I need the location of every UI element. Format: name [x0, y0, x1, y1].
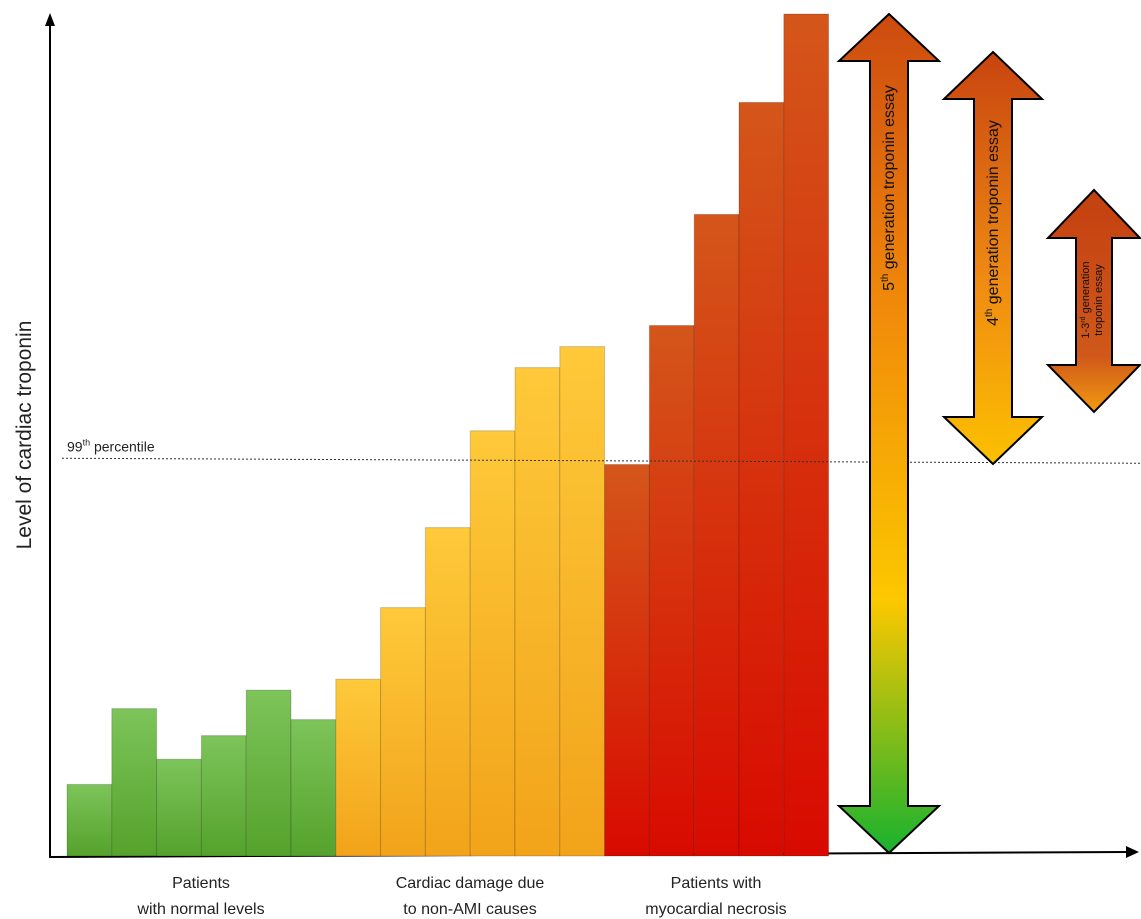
bar-necrosis-5 — [783, 13, 830, 857]
bar-nonami-2 — [380, 607, 426, 857]
y-axis-label: Level of cardiac troponin — [13, 321, 36, 550]
arrow-5th-label: 5th generation troponin essay — [880, 85, 898, 291]
y-axis — [45, 13, 55, 858]
bar-necrosis-1 — [604, 464, 650, 857]
group-label-nonami-line2: to non-AMI causes — [403, 901, 536, 918]
bar-necrosis-4 — [738, 101, 785, 857]
bar-nonami-5 — [514, 367, 561, 857]
group-label-necrosis-line2: myocardial necrosis — [645, 901, 786, 918]
group-label-nonami-line1: Cardiac damage due — [396, 875, 545, 892]
bar-necrosis-3 — [693, 213, 740, 857]
arrow-3rd-label-line2: troponin essay — [1093, 264, 1105, 336]
bar-normal-1 — [66, 783, 113, 857]
bar-necrosis-2 — [648, 325, 695, 857]
bar-nonami-3 — [424, 527, 471, 857]
x-axis-arrowhead — [1126, 846, 1139, 858]
group-label-normal-line2: with normal levels — [136, 901, 264, 918]
threshold-label: 99th percentile — [67, 437, 155, 454]
double-arrow-1-3rd-generation: 1-3rd generation troponin essay — [1045, 188, 1141, 414]
double-arrow-4th-generation: 4th generation troponin essay — [941, 50, 1045, 466]
bar-nonami-1 — [335, 678, 382, 857]
bar-normal-5 — [245, 689, 292, 857]
double-arrow-5th-generation: 5th generation troponin essay — [836, 12, 942, 855]
y-axis-arrowhead — [45, 13, 55, 26]
bar-normal-2 — [111, 708, 158, 857]
bar-nonami-4 — [469, 430, 516, 857]
bar-normal-6 — [290, 719, 337, 857]
group-label-necrosis-line1: Patients with — [671, 875, 762, 892]
arrow-3rd-label-line1: 1-3rd generation — [1080, 261, 1092, 338]
group-label-normal-line1: Patients — [172, 875, 230, 892]
group-labels: Patients with normal levels Cardiac dama… — [136, 875, 786, 918]
bar-normal-3 — [156, 758, 202, 857]
bar-nonami-6 — [559, 346, 606, 857]
arrow-4th-label: 4th generation troponin essay — [984, 120, 1002, 326]
bars — [66, 13, 830, 857]
bar-normal-4 — [200, 735, 247, 857]
